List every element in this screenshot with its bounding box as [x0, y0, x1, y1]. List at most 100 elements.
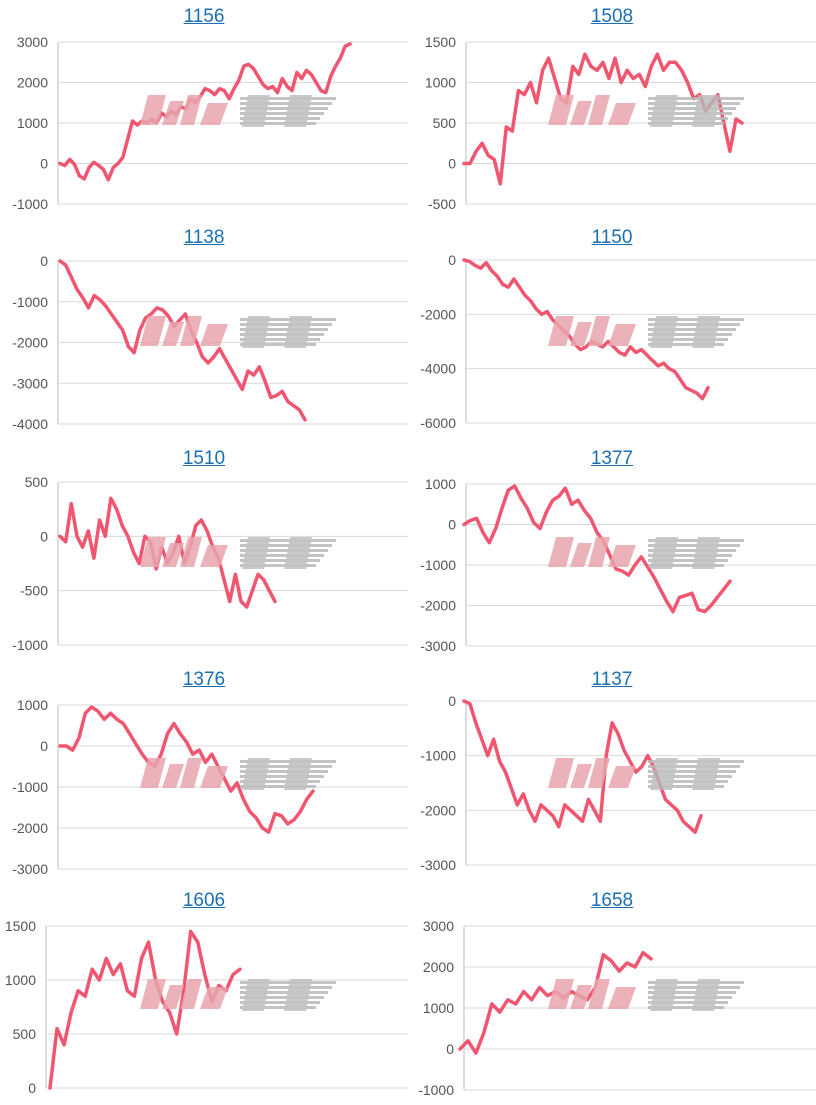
watermark-logo-icon	[140, 758, 336, 790]
y-tick-label: 0	[40, 253, 48, 269]
y-tick-label: 0	[40, 156, 48, 172]
watermark-stripe-shape	[648, 559, 728, 562]
watermark-stripe-shape	[648, 323, 740, 326]
watermark-stripe-shape	[648, 107, 736, 110]
watermark-glyph-shape	[180, 316, 202, 346]
y-tick-label: 2000	[423, 959, 454, 975]
watermark-stripe-shape	[240, 760, 336, 763]
watermark-block-shape	[650, 537, 720, 569]
y-tick-label: -2000	[420, 598, 456, 614]
watermark-logo-icon	[548, 316, 744, 348]
y-tick-label: -1000	[420, 748, 456, 764]
watermark-glyph-shape	[162, 985, 184, 1009]
y-tick-label: 500	[13, 1026, 37, 1042]
watermark-stripe-shape	[648, 1006, 724, 1009]
line-chart: 1000 0 -1000 -2000 -3000	[12, 697, 408, 877]
watermark-stripe-shape	[240, 564, 316, 567]
y-tick-label: -1000	[12, 294, 48, 310]
y-tick-label: 0	[28, 1080, 36, 1096]
watermark-stripe-shape	[240, 991, 328, 994]
watermark-logo-icon	[548, 95, 744, 127]
chart-title-link[interactable]: 1150	[591, 227, 633, 248]
y-tick-label: 1000	[425, 75, 456, 91]
watermark-glyph-shape	[140, 95, 166, 125]
y-tick-label: -1000	[418, 1082, 454, 1098]
watermark-stripe-shape	[648, 328, 736, 331]
chart-panel: 500 0 -500 -1000 1510	[0, 442, 408, 663]
chart-panel: 3000 2000 1000 0 -1000 1156	[0, 0, 408, 221]
watermark-glyph-shape	[608, 103, 636, 125]
watermark-block-shape	[242, 316, 312, 348]
y-tick-label: -1000	[12, 196, 48, 212]
watermark-block-shape	[650, 316, 720, 348]
watermark-stripe-shape	[240, 986, 332, 989]
watermark-stripe-shape	[240, 122, 316, 125]
watermark-glyph-shape	[570, 543, 592, 567]
watermark-stripe-shape	[240, 102, 332, 105]
chart-panel: 0 -1000 -2000 -3000 -4000 1138	[0, 221, 408, 442]
y-tick-label: -1000	[420, 557, 456, 573]
y-tick-label: 1000	[5, 972, 36, 988]
series-line	[58, 705, 315, 834]
y-tick-label: 500	[433, 115, 457, 131]
watermark-logo-icon	[548, 537, 744, 569]
watermark-stripe-shape	[240, 539, 336, 542]
y-tick-label: 0	[40, 528, 48, 544]
line-chart: 3000 2000 1000 0 -1000	[12, 34, 408, 212]
chart-panel: 1500 1000 500 0 -500 1508	[408, 0, 816, 221]
watermark-stripe-shape	[240, 318, 336, 321]
watermark-block-shape	[242, 979, 312, 1011]
watermark-stripe-shape	[240, 338, 320, 341]
watermark-glyph-shape	[162, 543, 184, 567]
y-tick-label: 1500	[425, 34, 456, 50]
chart-title-link[interactable]: 1508	[590, 6, 634, 27]
watermark-glyph-shape	[180, 758, 202, 788]
y-tick-label: -6000	[420, 415, 456, 431]
watermark-stripe-shape	[240, 112, 324, 115]
watermark-stripe-shape	[648, 760, 744, 763]
watermark-glyph-shape	[588, 979, 610, 1009]
watermark-stripe-shape	[648, 549, 736, 552]
chart-title-link[interactable]: 1510	[182, 448, 226, 469]
watermark-stripe-shape	[648, 1001, 728, 1004]
chart-title-link[interactable]: 1137	[591, 669, 633, 690]
line-chart: 1500 1000 500 0 -500	[425, 34, 816, 212]
line-chart: 1500 1000 500 0	[5, 918, 408, 1096]
y-tick-label: 1000	[17, 115, 48, 131]
watermark-glyph-shape	[200, 324, 228, 346]
y-tick-label: -500	[428, 196, 456, 212]
watermark-stripe-shape	[648, 97, 744, 100]
watermark-stripe-shape	[648, 780, 728, 783]
watermark-stripe-shape	[240, 981, 336, 984]
watermark-glyph-shape	[570, 985, 592, 1009]
watermark-block-shape	[650, 979, 720, 1011]
chart-title-link[interactable]: 1376	[182, 669, 226, 690]
y-tick-label: 0	[448, 252, 456, 268]
y-tick-label: -2000	[12, 820, 48, 836]
watermark-stripe-shape	[240, 785, 316, 788]
watermark-stripe-shape	[648, 343, 724, 346]
watermark-stripe-shape	[648, 991, 736, 994]
watermark-stripe-shape	[240, 343, 316, 346]
chart-title-link[interactable]: 1377	[590, 448, 634, 469]
y-tick-label: -2000	[420, 802, 456, 818]
chart-panel: 0 -2000 -4000 -6000 1150	[408, 221, 816, 442]
y-tick-label: -3000	[12, 375, 48, 391]
watermark-glyph-shape	[162, 101, 184, 125]
watermark-glyph-shape	[140, 758, 166, 788]
chart-title-link[interactable]: 1606	[182, 890, 226, 911]
watermark-block-shape	[242, 758, 312, 790]
watermark-logo-icon	[548, 758, 744, 790]
y-tick-label: 1500	[5, 918, 36, 934]
watermark-stripe-shape	[240, 1001, 320, 1004]
chart-title-link[interactable]: 1658	[590, 890, 634, 911]
watermark-block-shape	[242, 537, 312, 569]
chart-title-link[interactable]: 1156	[183, 6, 225, 27]
chart-title-link[interactable]: 1138	[183, 227, 225, 248]
watermark-glyph-shape	[140, 316, 166, 346]
watermark-stripe-shape	[648, 539, 744, 542]
watermark-stripe-shape	[648, 117, 728, 120]
watermark-glyph-shape	[200, 987, 228, 1009]
y-tick-label: 1000	[17, 697, 48, 713]
watermark-stripe-shape	[648, 333, 732, 336]
